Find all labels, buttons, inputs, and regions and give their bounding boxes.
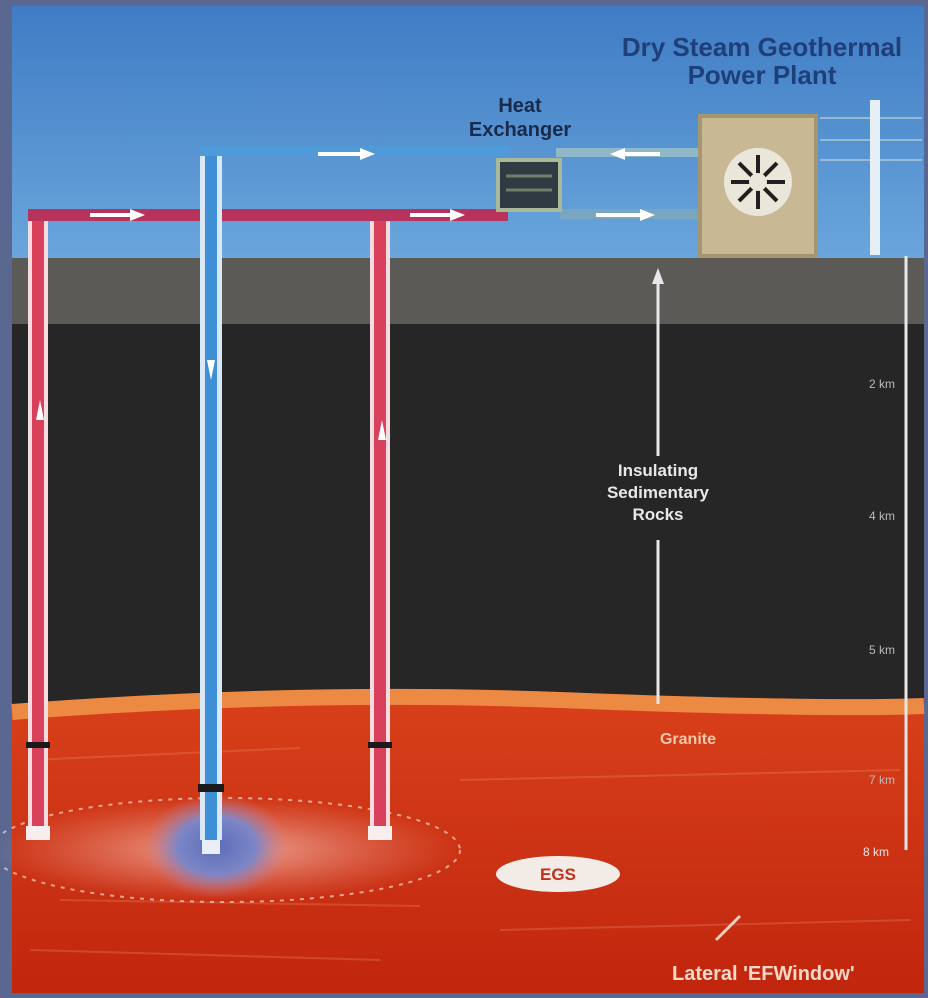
egs-badge [496, 856, 620, 892]
soil-layer [12, 258, 924, 324]
depth-markers [652, 256, 908, 850]
granite-texture [29, 747, 911, 961]
arrow-plant-in [596, 209, 655, 221]
arrow-hot-left [90, 209, 145, 221]
depth-tick-5: 8 km [863, 845, 889, 859]
depth-tick-1: 2 km [869, 377, 895, 391]
cold-pipe-header [200, 146, 510, 156]
diagram-labels: Dry Steam Geothermal Power Plant Heat Ex… [469, 32, 902, 985]
plant-title-line2: Power Plant [688, 60, 837, 90]
granite-label: Granite [660, 731, 716, 748]
sedimentary-layer [12, 324, 924, 704]
arrow-plant-out [610, 148, 660, 160]
plant-stack [870, 100, 880, 255]
heat-exchanger [496, 158, 562, 212]
arrow-hot-right [410, 209, 465, 221]
power-plant [698, 100, 922, 258]
stimulated-zone-outline [0, 797, 461, 903]
granite-layer [12, 696, 924, 993]
rock-label-line3: Rocks [632, 505, 683, 524]
flow-arrows [36, 148, 660, 440]
heat-exchanger-label-line2: Exchanger [469, 119, 571, 141]
hot-pipe-header [28, 209, 508, 221]
hot-water-pipes [26, 209, 700, 840]
heat-exchanger-label-line1: Heat [498, 95, 542, 117]
depth-tick-3: 5 km [869, 643, 895, 657]
depth-tick-2: 4 km [869, 509, 895, 523]
egs-label: EGS [540, 865, 576, 884]
depth-tick-4: 7 km [869, 773, 895, 787]
arrow-cold-right [318, 148, 375, 160]
heat-exchanger-box [496, 158, 562, 212]
window-label: Lateral 'EFWindow' [672, 963, 855, 985]
granite-boundary [11, 688, 925, 720]
rock-label-line1: Insulating [618, 461, 698, 480]
cold-water-pipes [198, 146, 700, 854]
rock-label-line2: Sedimentary [607, 483, 710, 502]
plant-title-line1: Dry Steam Geothermal [622, 32, 902, 62]
